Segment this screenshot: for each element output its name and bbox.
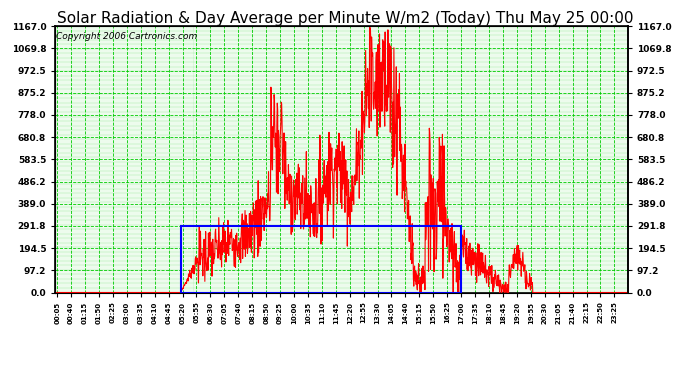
Text: Solar Radiation & Day Average per Minute W/m2 (Today) Thu May 25 00:00: Solar Radiation & Day Average per Minute…	[57, 11, 633, 26]
Bar	[181, 226, 461, 292]
Text: Copyright 2006 Cartronics.com: Copyright 2006 Cartronics.com	[57, 32, 197, 40]
